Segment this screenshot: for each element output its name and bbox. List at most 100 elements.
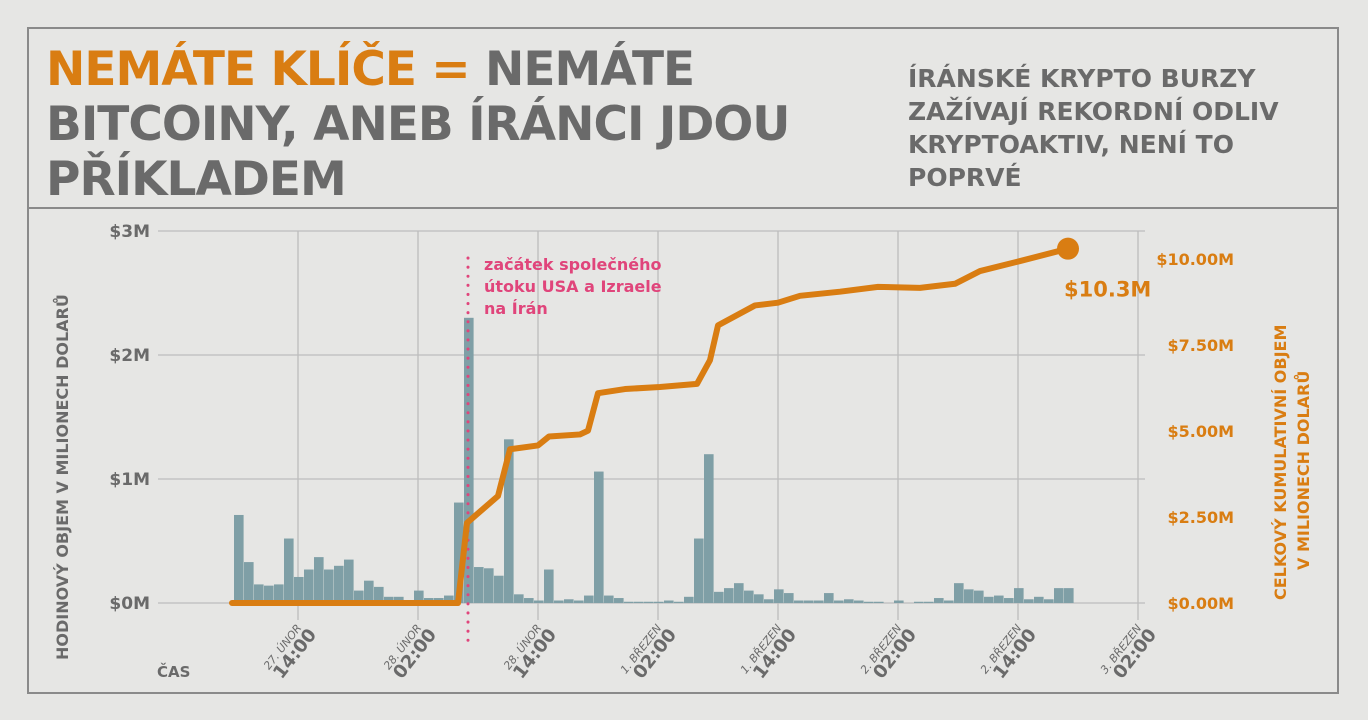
bar [694,538,704,603]
bar [934,598,944,603]
bar [974,590,984,603]
page-title: NEMÁTE KLÍČE = NEMÁTE BITCOINY, ANEB ÍRÁ… [46,42,846,207]
bar [894,600,904,603]
bar [264,585,274,603]
header-divider [27,207,1339,209]
bar [944,600,954,603]
bar [474,567,484,603]
bar [504,439,514,603]
bar [1034,596,1044,603]
bar [454,502,464,603]
right-tick-label: $0.00M [1167,594,1234,613]
bar [414,590,424,603]
bar [924,601,934,603]
bar [704,454,714,603]
left-tick-label: $2M [109,346,150,366]
annotation-text: začátek společného útoku USA a Izraele na … [484,255,662,318]
bar [804,600,814,603]
bar [534,600,544,603]
bar [1004,598,1014,603]
right-axis-title-1: CELKOVÝ KUMULATIVNÍ OBJEM [1271,325,1290,600]
cumulative-line [229,245,1071,606]
bar [314,557,324,603]
bar [354,590,364,603]
bar [814,600,824,603]
bar [784,593,794,603]
bar [304,569,314,603]
bar [594,471,604,603]
bar [654,601,664,603]
bar [634,601,644,603]
bar [444,595,454,603]
bar [614,598,624,603]
right-tick-label: $5.00M [1167,422,1234,441]
bar [274,584,284,603]
bar [744,590,754,603]
title-rest: NEMÁTE BITCOINY, ANEB ÍRÁNCI JDOU PŘÍKLA… [46,42,790,207]
bar [344,559,354,603]
right-tick-label: $10.00M [1156,250,1234,269]
end-dot [1057,237,1079,260]
bar [664,600,674,603]
bar [734,583,744,603]
right-axis-ticks: $0.00M $2.50M $5.00M $7.50M $10.00M [1156,250,1234,613]
bar [764,599,774,603]
bar [1014,588,1024,603]
bar [554,600,564,603]
bar [714,591,724,603]
bar [384,596,394,603]
title-accent: NEMÁTE KLÍČE = [46,42,471,97]
bar [854,600,864,603]
bar [574,600,584,603]
bar [604,595,614,603]
bar [494,575,504,603]
bar [324,569,334,603]
bar [794,600,804,603]
bar [1064,588,1074,603]
right-axis-title-2: V MILIONECH DOLARŮ [1294,371,1313,570]
bar [234,514,244,603]
left-tick-label: $0M [109,594,150,614]
bar [844,599,854,603]
bar [514,594,524,603]
bar [994,595,1004,603]
bar [284,538,294,603]
bar [244,562,254,603]
bar [954,583,964,603]
left-axis-ticks: $0M $1M $2M $3M [109,222,150,614]
bar [544,569,554,603]
right-tick-label: $7.50M [1167,336,1234,355]
bar [524,598,534,603]
bar [364,580,374,603]
bar [864,601,874,603]
bar [914,601,924,603]
bar [1054,588,1064,603]
bar [724,588,734,603]
bar [644,601,654,603]
bar [584,595,594,603]
chart-frame [27,27,1339,694]
bar [464,317,474,603]
bar [394,596,404,603]
bar [334,565,344,603]
annotation-line-text: útoku USA a Izraele [484,277,662,296]
bar [624,601,634,603]
bar [824,593,834,603]
end-label: $10.3M [1064,278,1151,302]
bar [484,568,494,603]
x-axis-title: ČAS [157,662,190,681]
left-tick-label: $3M [109,222,150,242]
subtitle: ÍRÁNSKÉ KRYPTO BURZY ZAŽÍVAJÍ REKORDNÍ O… [908,64,1279,192]
annotation-line-text: začátek společného [484,255,662,274]
bar [294,576,304,603]
left-axis-title: HODINOVÝ OBJEM V MILIONECH DOLARŮ [53,294,72,660]
bar [674,601,684,603]
bar [374,586,384,603]
